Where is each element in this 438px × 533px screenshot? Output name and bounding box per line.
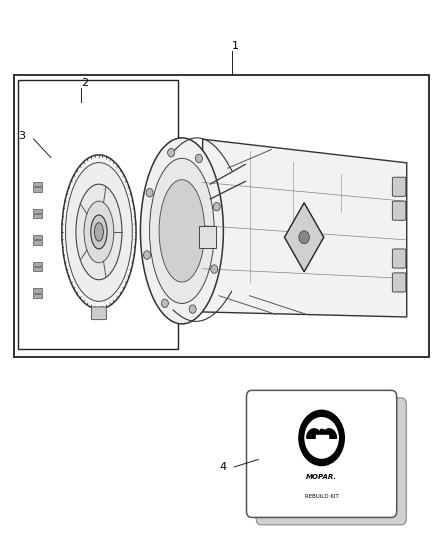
Polygon shape (321, 429, 336, 438)
Bar (18, 80, 177, 349)
Bar (33, 294, 42, 298)
Text: 2: 2 (81, 78, 88, 88)
Bar (33, 262, 42, 266)
Text: 1: 1 (232, 41, 239, 51)
Bar (33, 240, 42, 245)
Circle shape (144, 251, 151, 260)
Bar (33, 182, 42, 186)
Bar (33, 208, 42, 213)
Circle shape (189, 305, 196, 313)
Bar (14, 75, 428, 357)
Bar (33, 267, 42, 271)
Circle shape (299, 410, 344, 465)
Ellipse shape (95, 223, 103, 241)
Bar (33, 235, 42, 239)
FancyBboxPatch shape (392, 273, 406, 292)
Circle shape (213, 203, 220, 211)
Ellipse shape (141, 138, 223, 324)
Circle shape (146, 189, 153, 197)
Circle shape (161, 299, 168, 308)
FancyBboxPatch shape (392, 249, 406, 268)
Text: 3: 3 (18, 131, 25, 141)
Text: MOPAR.: MOPAR. (306, 474, 337, 480)
Bar (199, 225, 216, 248)
Ellipse shape (91, 215, 107, 249)
Bar (33, 187, 42, 191)
FancyBboxPatch shape (92, 307, 106, 320)
Polygon shape (307, 429, 321, 438)
Ellipse shape (66, 163, 132, 301)
Circle shape (299, 231, 309, 244)
Bar (33, 288, 42, 293)
Ellipse shape (149, 158, 214, 303)
Ellipse shape (76, 184, 122, 280)
FancyBboxPatch shape (247, 390, 397, 518)
Ellipse shape (62, 155, 136, 309)
Ellipse shape (84, 201, 114, 263)
Text: 4: 4 (220, 462, 227, 472)
Bar (33, 214, 42, 218)
Circle shape (195, 154, 202, 163)
Circle shape (168, 148, 175, 157)
Circle shape (211, 265, 218, 273)
Circle shape (305, 418, 338, 458)
FancyBboxPatch shape (256, 398, 406, 525)
FancyBboxPatch shape (392, 177, 406, 196)
Polygon shape (285, 203, 324, 272)
Text: REBUILD KIT: REBUILD KIT (305, 494, 339, 499)
Polygon shape (203, 139, 407, 317)
Ellipse shape (159, 180, 205, 282)
FancyBboxPatch shape (392, 201, 406, 220)
